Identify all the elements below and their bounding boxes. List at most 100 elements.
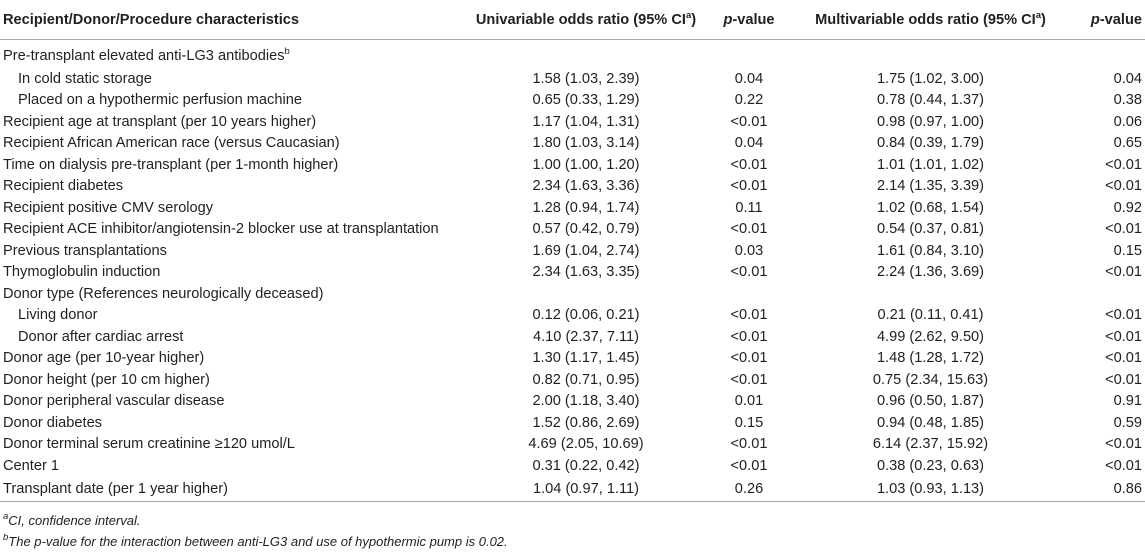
table-row: Donor peripheral vascular disease 2.00 (…: [0, 391, 1145, 413]
row-label: Donor peripheral vascular disease: [3, 393, 225, 410]
row-label-text: Pre-transplant elevated anti-LG3 antibod…: [3, 48, 285, 64]
p-value-1-cell: <0.01: [730, 113, 768, 130]
p-value-1-cell: 0.03: [734, 242, 764, 259]
row-label: Living donor: [18, 307, 98, 324]
p-value-2-cell: 0.91: [1113, 393, 1142, 410]
univariable-or-cell: 1.80 (1.03, 3.14): [532, 135, 640, 152]
odds-ratio-table: Recipient/Donor/Procedure characteristic…: [0, 0, 1145, 502]
multivariable-or-cell: 1.61 (0.84, 3.10): [876, 242, 985, 259]
p-value-1-cell: <0.01: [730, 307, 768, 324]
row-label: Recipient age at transplant (per 10 year…: [3, 113, 317, 130]
p-value-2-cell: 0.86: [1062, 476, 1145, 502]
table-row: Living donor 0.12 (0.06, 0.21) <0.01 0.2…: [0, 305, 1145, 327]
univariable-or-cell: 0.12 (0.06, 0.21): [532, 307, 640, 324]
univariable-or-cell: 0.57 (0.42, 0.79): [532, 221, 640, 238]
p-value-2-cell: <0.01: [1105, 264, 1142, 281]
row-label: Thymoglobulin induction: [3, 264, 161, 281]
multivariable-or-cell: 0.75 (2.34, 15.63): [872, 371, 989, 388]
p-value-1-cell: <0.01: [730, 350, 768, 367]
p-value-2-cell: 0.59: [1113, 414, 1142, 431]
header-p-value-1: p-value: [699, 0, 799, 40]
univariable-or-cell: 1.52 (0.86, 2.69): [532, 414, 640, 431]
row-label: Donor after cardiac arrest: [18, 328, 184, 345]
univariable-or-cell: 1.04 (0.97, 1.11): [473, 476, 699, 502]
row-label: Transplant date (per 1 year higher): [0, 476, 473, 502]
p-value-1-cell: <0.01: [730, 221, 768, 238]
multivariable-or-cell: 0.38 (0.23, 0.63): [876, 457, 985, 474]
p-value-2-cell: 0.04: [1113, 70, 1142, 87]
row-label: Recipient ACE inhibitor/angiotensin-2 bl…: [3, 221, 439, 238]
p-value-1-cell: <0.01: [730, 457, 768, 474]
p-value-2-cell: <0.01: [1105, 436, 1142, 453]
table-row: Donor type (References neurologically de…: [0, 283, 1145, 305]
header-p2-italic: p: [1090, 11, 1100, 28]
multivariable-or-cell: 1.02 (0.68, 1.54): [876, 199, 985, 216]
table-row: Center 1 0.31 (0.22, 0.42) <0.01 0.38 (0…: [0, 455, 1145, 477]
univariable-or-cell: 2.34 (1.63, 3.35): [532, 264, 640, 281]
univariable-or-cell: 4.10 (2.37, 7.11): [532, 328, 639, 345]
multivariable-or-cell: 1.75 (1.02, 3.00): [876, 70, 985, 87]
p-value-1-cell: 0.22: [734, 92, 764, 109]
row-label: Recipient diabetes: [3, 178, 124, 195]
table-row: Time on dialysis pre-transplant (per 1-m…: [0, 154, 1145, 176]
multivariable-or-cell: 0.78 (0.44, 1.37): [876, 92, 985, 109]
univariable-or-cell: 0.65 (0.33, 1.29): [532, 92, 640, 109]
p-value-2-cell: 0.65: [1113, 135, 1142, 152]
multivariable-or-cell: 2.14 (1.35, 3.39): [876, 178, 985, 195]
footnote-a-mark: a: [3, 511, 9, 522]
p-value-1-cell: 0.01: [734, 393, 764, 410]
univariable-or-cell: 1.58 (1.03, 2.39): [532, 70, 640, 87]
p-value-1-cell: 0.26: [699, 476, 799, 502]
univariable-or-cell: 2.34 (1.63, 3.36): [532, 178, 640, 195]
p-value-2-cell: 0.92: [1113, 199, 1142, 216]
p-value-2-cell: <0.01: [1105, 221, 1142, 238]
table-row: Donor after cardiac arrest 4.10 (2.37, 7…: [0, 326, 1145, 348]
univariable-or-cell: 0.31 (0.22, 0.42): [532, 457, 640, 474]
table-row: In cold static storage 1.58 (1.03, 2.39)…: [0, 68, 1145, 90]
footnote-b-mark: b: [3, 532, 9, 543]
multivariable-or-cell: 0.21 (0.11, 0.41): [877, 307, 984, 324]
univariable-or-cell: 1.17 (1.04, 1.31): [532, 113, 640, 130]
row-label-sup: b: [284, 46, 290, 57]
header-univariable-text: Univariable odds ratio (95% CI: [475, 11, 686, 28]
multivariable-or-cell: [799, 283, 1062, 305]
p-value-2-cell: 0.06: [1113, 113, 1142, 130]
p-value-2-cell: <0.01: [1105, 457, 1142, 474]
p-value-1-cell: <0.01: [730, 178, 768, 195]
multivariable-or-cell: 0.94 (0.48, 1.85): [876, 414, 985, 431]
table-row: Recipient age at transplant (per 10 year…: [0, 111, 1145, 133]
multivariable-or-cell: 1.03 (0.93, 1.13): [799, 476, 1062, 502]
p-value-1-cell: 0.04: [734, 70, 764, 87]
table-row: Recipient African American race (versus …: [0, 133, 1145, 155]
univariable-or-cell: 2.00 (1.18, 3.40): [532, 393, 640, 410]
row-label: Donor height (per 10 cm higher): [3, 371, 210, 388]
header-univariable-sup: a: [685, 9, 692, 21]
table-row: Transplant date (per 1 year higher) 1.04…: [0, 476, 1145, 502]
table-row: Donor terminal serum creatinine ≥120 umo…: [0, 434, 1145, 456]
p-value-2-cell: <0.01: [1105, 328, 1142, 345]
multivariable-or-cell: 0.54 (0.37, 0.81): [876, 221, 985, 238]
header-multivariable-or: Multivariable odds ratio (95% CIa): [799, 0, 1062, 40]
row-label: Previous transplantations: [3, 242, 167, 259]
multivariable-or-cell: 1.48 (1.28, 1.72): [876, 350, 985, 367]
p-value-1-cell: <0.01: [730, 264, 768, 281]
row-label: Center 1: [3, 457, 59, 474]
multivariable-or-cell: 0.96 (0.50, 1.87): [876, 393, 985, 410]
multivariable-or-cell: 0.98 (0.97, 1.00): [876, 113, 985, 130]
p-value-2-cell: [1062, 40, 1145, 69]
p-value-2-cell: <0.01: [1105, 350, 1142, 367]
table-row: Thymoglobulin induction 2.34 (1.63, 3.35…: [0, 262, 1145, 284]
header-multivariable-text: Multivariable odds ratio (95% CI: [815, 11, 1036, 28]
univariable-or-cell: 0.82 (0.71, 0.95): [532, 371, 640, 388]
row-label: Pre-transplant elevated anti-LG3 antibod…: [0, 40, 473, 69]
footnote-a-text: CI, confidence interval.: [8, 513, 141, 528]
table-row: Recipient diabetes 2.34 (1.63, 3.36) <0.…: [0, 176, 1145, 198]
row-label: Donor age (per 10-year higher): [3, 350, 205, 367]
p-value-1-cell: 0.15: [734, 414, 764, 431]
header-p2-rest: -value: [1099, 11, 1142, 28]
univariable-or-cell: 1.00 (1.00, 1.20): [532, 156, 640, 173]
row-label: Donor diabetes: [3, 414, 102, 431]
row-label: In cold static storage: [18, 70, 152, 87]
p-value-2-cell: [1062, 283, 1145, 305]
